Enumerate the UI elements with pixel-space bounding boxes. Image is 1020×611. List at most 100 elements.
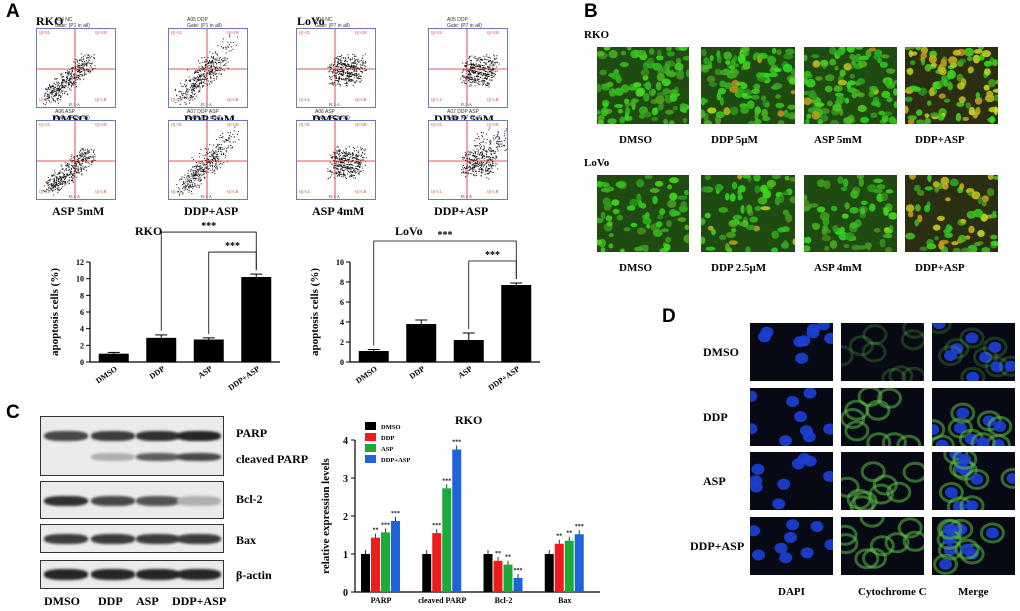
flow-event	[49, 84, 51, 86]
flow-event	[200, 75, 202, 77]
flow-event	[333, 155, 335, 157]
flow-event	[361, 72, 363, 74]
flow-event	[48, 182, 50, 184]
flow-event	[468, 73, 470, 75]
flow-event	[468, 73, 470, 75]
cell	[617, 108, 624, 114]
cell	[910, 115, 917, 121]
flow-event	[193, 84, 195, 86]
flow-event	[476, 71, 478, 72]
flow-event	[73, 158, 75, 160]
flow-event	[71, 164, 72, 166]
x-tick-label: DDP+ASP	[227, 364, 262, 392]
flow-event	[347, 65, 349, 67]
flow-event	[201, 66, 203, 68]
flow-event	[460, 78, 462, 80]
flow-event	[354, 73, 356, 74]
cell	[983, 84, 990, 91]
flow-event	[75, 69, 77, 71]
flow-event	[333, 162, 335, 164]
flow-event	[474, 140, 476, 142]
flow-plot-header: A07 DDP ASP Gate: (P1 in all)	[187, 109, 222, 121]
flow-event	[197, 168, 199, 170]
flow-event	[201, 179, 202, 181]
flow-event	[344, 60, 346, 62]
cell	[868, 47, 876, 52]
significance-label: **	[505, 555, 511, 561]
flow-event	[226, 151, 228, 153]
cell	[668, 120, 675, 124]
flow-event	[49, 96, 51, 98]
cell	[659, 208, 666, 216]
flow-event	[495, 66, 497, 68]
flow-event	[60, 95, 62, 97]
flow-event	[193, 186, 195, 188]
flow-event	[64, 91, 66, 93]
flow-event	[183, 96, 185, 98]
cytochrome-signal	[844, 399, 870, 421]
flow-event	[221, 137, 223, 139]
flow-event	[189, 80, 191, 81]
flow-event	[192, 187, 194, 189]
cell	[600, 107, 609, 117]
flow-event	[479, 148, 481, 150]
blot-band-label: Bax	[236, 533, 257, 547]
flow-event	[196, 77, 197, 79]
flow-event	[341, 54, 343, 56]
flow-event	[331, 163, 333, 165]
flow-x-axis-label: FL1-A	[329, 102, 340, 107]
flow-event	[470, 168, 472, 170]
confocal-row-label: DDP+ASP	[690, 539, 745, 553]
flow-event	[225, 46, 227, 48]
flow-event	[65, 182, 67, 184]
flow-event	[210, 70, 211, 72]
flow-event	[208, 73, 210, 75]
flow-plot-label: ASP 4mM	[312, 204, 365, 218]
flow-event	[69, 174, 71, 176]
cell	[771, 175, 781, 180]
flow-event	[204, 170, 205, 172]
cell	[885, 247, 893, 252]
flow-event	[347, 69, 349, 70]
nucleus	[965, 500, 979, 510]
flow-event	[487, 66, 488, 68]
flow-event	[473, 155, 475, 157]
flow-event	[79, 73, 81, 75]
flow-event	[488, 156, 489, 158]
cell	[677, 195, 688, 200]
flow-event	[471, 66, 473, 68]
cell	[809, 203, 819, 208]
flow-event	[63, 86, 65, 87]
flow-event	[212, 153, 214, 155]
flow-event	[191, 90, 193, 91]
flow-event	[480, 59, 482, 61]
flow-event	[466, 172, 467, 174]
flow-event	[51, 184, 53, 186]
flow-plot: A04 NC Gate: (P7 in all) Q1-UL Q1-UR Q1-LL Q1…	[296, 17, 376, 108]
flow-event	[77, 69, 78, 71]
flow-event	[482, 156, 483, 158]
flow-event	[88, 57, 90, 59]
flow-event	[68, 82, 70, 84]
flow-event	[226, 148, 228, 150]
cell	[708, 225, 714, 231]
cell	[684, 224, 689, 230]
flow-event	[489, 143, 491, 145]
flow-event	[70, 84, 72, 86]
flow-event	[212, 155, 214, 157]
flow-event	[474, 57, 476, 59]
flow-event	[463, 164, 464, 166]
flow-event	[48, 96, 50, 98]
flow-event	[354, 147, 356, 149]
cell	[993, 106, 998, 116]
flow-event	[222, 57, 224, 59]
flow-event	[340, 64, 342, 66]
flow-event	[81, 67, 83, 69]
flow-event	[179, 193, 181, 195]
flow-event	[186, 181, 188, 183]
flow-event	[204, 177, 206, 179]
flow-event	[343, 174, 345, 176]
flow-event	[62, 90, 64, 92]
flow-event	[195, 167, 197, 169]
flow-event	[52, 175, 53, 177]
